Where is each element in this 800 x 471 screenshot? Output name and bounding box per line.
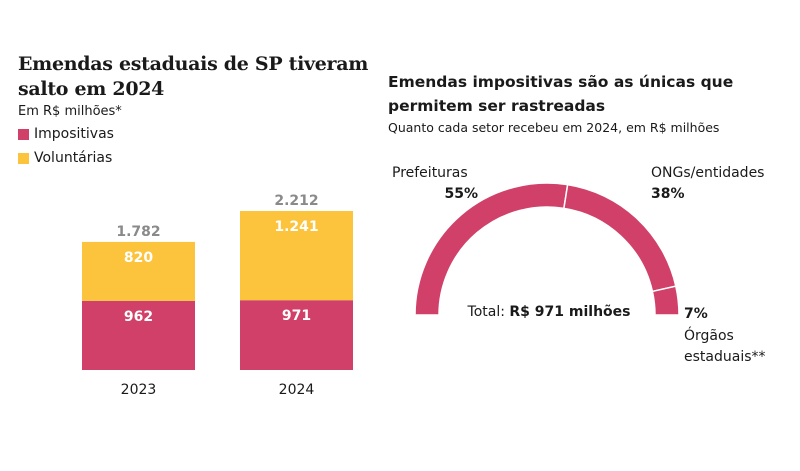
bar-value-label: 971 — [282, 308, 311, 324]
legend-swatch-impositivas — [18, 128, 29, 140]
stacked-bar-chart: 962 820 1.782 2023 971 1.241 2.212 2024 — [82, 193, 353, 398]
donut-slice-3 — [651, 285, 680, 316]
bar-total-label: 1.782 — [116, 224, 160, 240]
legend-item-impositivas: Impositivas — [18, 126, 114, 142]
legend-label: Voluntárias — [34, 150, 113, 166]
bar-total-label: 2.212 — [274, 193, 318, 209]
slice-percent: 7% — [684, 306, 708, 322]
bar-value-label: 820 — [124, 250, 153, 266]
legend-item-voluntarias: Voluntárias — [18, 150, 112, 166]
donut-center-label: Total: R$ 971 milhões — [467, 304, 631, 320]
slice-label: Órgãos — [684, 326, 734, 344]
bar-voluntárias-2023 — [82, 241, 195, 301]
legend-swatch-voluntarias — [18, 152, 29, 164]
x-tick-label: 2024 — [279, 382, 315, 398]
slice-percent: 55% — [444, 186, 478, 202]
slice-label: Prefeituras — [392, 165, 468, 181]
slice-label: ONGs/entidades — [651, 165, 764, 181]
left-chart-subtitle: Em R$ milhões* — [18, 104, 122, 119]
x-tick-label: 2023 — [121, 382, 157, 398]
bar-value-label: 962 — [124, 309, 153, 325]
legend-label: Impositivas — [34, 126, 114, 142]
bar-voluntárias-2024 — [240, 211, 353, 301]
right-chart-subtitle: Quanto cada setor recebeu em 2024, em R$… — [388, 120, 720, 135]
slice-percent: 38% — [651, 186, 685, 202]
donut-slice-1 — [414, 182, 569, 316]
half-donut-chart: Prefeituras 55% ONGs/entidades 38% 7% Órgãos e… — [392, 165, 766, 365]
left-chart-title: Emendas estaduais de SP tiveram salto em… — [18, 53, 369, 100]
bar-impositivas-2024 — [240, 300, 353, 370]
slice-label: estaduais** — [684, 349, 766, 365]
right-chart-title: Emendas impositivas são as únicas que pe… — [388, 73, 734, 115]
bar-impositivas-2023 — [82, 300, 195, 370]
bar-value-label: 1.241 — [274, 219, 318, 235]
